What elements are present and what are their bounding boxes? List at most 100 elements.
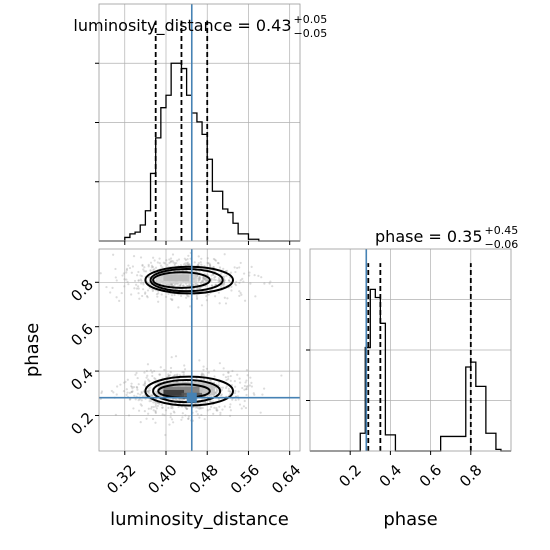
scatter-point (156, 404, 159, 407)
scatter-point (203, 417, 206, 421)
scatter-point (184, 269, 188, 272)
scatter-point (192, 287, 195, 291)
scatter-point (137, 279, 140, 282)
scatter-point (173, 411, 176, 414)
scatter-point (168, 258, 171, 261)
scatter-point (146, 390, 149, 393)
scatter-point (181, 412, 184, 415)
scatter-point (187, 263, 190, 266)
scatter-point (148, 389, 151, 392)
scatter-point (147, 387, 150, 390)
scatter-point (243, 299, 247, 302)
scatter-point (196, 287, 199, 290)
scatter-point (197, 262, 200, 265)
scatter-point (121, 274, 124, 277)
scatter-point (148, 400, 151, 403)
scatter-point (122, 272, 125, 275)
scatter-point (218, 405, 221, 408)
x-tick-labels-phase: 0.2 0.4 0.6 0.8 (335, 461, 485, 491)
scatter-point (199, 261, 202, 264)
scatter-point (204, 401, 207, 404)
scatter-point (187, 284, 191, 287)
scatter-point (219, 413, 222, 416)
scatter-point (200, 374, 203, 377)
scatter-point (177, 405, 180, 409)
scatter-point (151, 393, 154, 397)
histogram-luminosity-distance-grid (99, 4, 300, 241)
scatter-point (167, 283, 170, 286)
scatter-point (115, 296, 118, 299)
scatter-point (194, 406, 197, 409)
scatter-point (139, 403, 142, 406)
scatter-point (205, 278, 208, 282)
scatter-point (185, 407, 188, 410)
scatter-point (159, 366, 162, 369)
scatter-point (221, 283, 224, 287)
scatter-point (153, 377, 156, 380)
scatter-point (186, 263, 189, 266)
scatter-point (230, 383, 234, 387)
scatter-point (223, 279, 226, 282)
scatter-point (204, 400, 207, 404)
scatter-point (123, 278, 126, 281)
scatter-point (213, 295, 217, 298)
scatter-point (204, 277, 208, 280)
scatter-point (161, 266, 164, 269)
scatter-density-frame (98, 248, 301, 452)
scatter-point (196, 277, 199, 280)
scatter-point (205, 295, 208, 298)
scatter-point (228, 406, 232, 409)
scatter-point (139, 256, 143, 259)
scatter-point (143, 410, 146, 413)
scatter-point (147, 390, 150, 393)
scatter-point (131, 265, 135, 268)
y-tick-label: 0.2 (67, 409, 97, 439)
scatter-point (168, 284, 171, 287)
scatter-point (245, 379, 248, 382)
scatter-point (188, 263, 191, 266)
scatter-point (172, 421, 175, 424)
scatter-point (254, 295, 257, 298)
scatter-point (198, 270, 201, 273)
scatter-point (161, 406, 164, 409)
scatter-point (199, 401, 202, 405)
scatter-point (215, 408, 218, 411)
scatter-point (223, 275, 226, 278)
scatter-point (148, 380, 151, 383)
scatter-point (140, 391, 143, 395)
scatter-point (226, 269, 229, 272)
scatter-point (202, 277, 205, 280)
scatter-point (178, 374, 181, 377)
scatter-point (238, 266, 241, 269)
scatter-point (143, 381, 147, 385)
scatter-point (217, 276, 221, 280)
scatter-point (148, 391, 151, 395)
histogram-phase-grid (310, 249, 511, 451)
scatter-point (227, 375, 230, 378)
scatter-point (146, 289, 150, 292)
scatter-point (170, 282, 173, 286)
scatter-point (185, 296, 188, 299)
scatter-point (202, 278, 205, 281)
scatter-point (132, 407, 135, 410)
scatter-point (158, 257, 161, 260)
scatter-point (268, 282, 271, 285)
scatter-point (146, 296, 149, 299)
scatter-point (151, 371, 154, 374)
scatter-point (164, 433, 167, 437)
scatter-point (244, 381, 247, 384)
scatter-point (231, 398, 234, 401)
scatter-point (182, 284, 185, 287)
truth-crosshair (99, 249, 300, 451)
y-tick-label: 0.6 (67, 320, 97, 350)
scatter-point (154, 377, 157, 381)
scatter-point (245, 386, 248, 389)
scatter-point (238, 290, 241, 293)
scatter-point (195, 294, 198, 298)
scatter-point (150, 394, 153, 397)
scatter-point (129, 398, 132, 401)
scatter-point (182, 398, 185, 401)
title-main: luminosity_distance = 0.43 (73, 16, 291, 36)
scatter-point (218, 362, 221, 365)
scatter-point (243, 384, 246, 388)
